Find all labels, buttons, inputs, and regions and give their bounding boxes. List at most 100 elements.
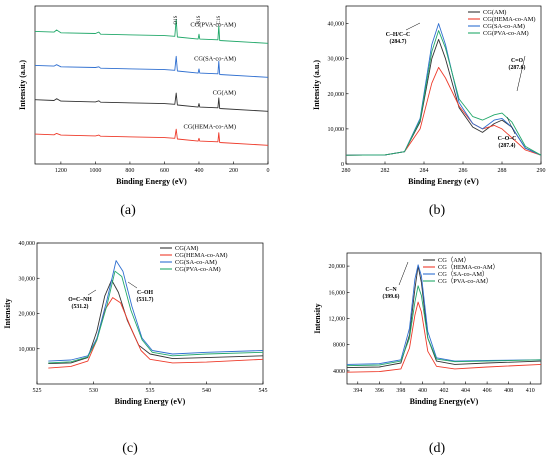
legend-entry: CG（HEMA-co-AM）	[438, 263, 499, 271]
x-tick-label: 398	[396, 388, 405, 394]
peak-annotation: C–OH	[137, 290, 154, 296]
series-label: CG(SA-co-AM)	[194, 56, 236, 63]
panel-caption: (d)	[429, 441, 446, 456]
y-axis-label: Intensity	[313, 303, 322, 333]
series-label: CG(PVA-co-AM)	[190, 22, 236, 29]
series-line-CG(PVA-co-AM)	[346, 285, 542, 367]
legend-entry: CG(HEMA-co-AM)	[483, 16, 536, 23]
x-axis-label: Binding Energy (eV)	[115, 397, 186, 406]
x-tick-label: 400	[418, 388, 427, 394]
annotation-arrow	[405, 22, 421, 31]
series-line-CG(SA-co-AM)	[346, 264, 542, 365]
legend-entry: CG(HEMA-co-AM)	[175, 252, 228, 259]
y-tick-label: 10,000	[19, 347, 36, 353]
x-tick-label: 394	[353, 388, 362, 394]
x-tick-label: 800	[125, 168, 134, 174]
y-tick-label: 4000	[333, 369, 345, 375]
panel-b: 280 282 284 286 288 290 0 10,000 20,000 30,000 40,…	[312, 5, 546, 218]
y-axis-label: Intensity (a.u.)	[18, 60, 27, 110]
x-tick-label: 200	[229, 168, 238, 174]
series-line-CG(PVA-co-AM)	[345, 30, 542, 156]
series-line-CG(PVA-co-AM)	[48, 270, 264, 364]
series-line-CG(AM)	[346, 265, 542, 369]
y-tick-label: 0	[341, 162, 344, 168]
legend-entry: CG(AM)	[483, 9, 506, 16]
x-tick-label: 525	[33, 388, 42, 394]
peak-annotation: (399.6)	[383, 293, 400, 300]
y-tick-label: 30,000	[328, 57, 345, 63]
legend-entry: CG（AM）	[438, 256, 470, 264]
x-tick-label: 530	[89, 388, 98, 394]
series-line-CG(PVA-co-AM)	[34, 19, 269, 44]
legend-entry: CG（SA-co-AM）	[438, 270, 488, 278]
x-tick-label: 404	[461, 388, 470, 394]
y-tick-label: 16,000	[329, 290, 346, 296]
series-line-CG(AM)	[48, 279, 264, 365]
peak-label: C1S	[217, 15, 222, 24]
peak-annotation: (287.6)	[509, 64, 526, 71]
series-line-CG(SA-co-AM)	[34, 55, 269, 78]
panel-d: 394 396 398 400 402 404 406 408 410 4000 8000 12,00…	[313, 252, 542, 456]
peak-annotation: O=C–NH	[68, 297, 92, 303]
series-line-CG(HEMA-co-AM)	[34, 128, 269, 146]
legend-entry: CG(PVA-co-AM)	[175, 266, 221, 273]
x-tick-label: 1000	[89, 168, 101, 174]
x-tick-label: 410	[526, 388, 535, 394]
y-tick-label: 20,000	[19, 312, 36, 318]
y-tick-label: 20,000	[328, 92, 345, 98]
legend-entry: CG(AM)	[175, 245, 198, 252]
x-tick-label: 396	[375, 388, 384, 394]
plot-frame	[345, 5, 542, 165]
peak-annotation: C–N	[385, 287, 397, 293]
x-tick-label: 540	[202, 388, 211, 394]
series-line-CG(SA-co-AM)	[48, 260, 264, 362]
y-axis-label: Intensity (a.u.)	[312, 60, 321, 110]
legend-entry: CG(SA-co-AM)	[483, 23, 525, 30]
x-tick-label: 286	[459, 168, 468, 174]
peak-label: O1S	[174, 15, 179, 24]
x-tick-label: 545	[259, 388, 268, 394]
y-tick-label: 12,000	[329, 317, 346, 323]
peak-annotation: (287.4)	[499, 142, 516, 149]
annotation-arrow	[506, 116, 516, 135]
x-tick-label: 284	[420, 168, 429, 174]
y-tick-label: 8000	[333, 343, 345, 349]
legend-entry: CG(SA-co-AM)	[175, 259, 217, 266]
x-tick-label: 280	[342, 168, 351, 174]
peak-annotation: C–O–C	[498, 136, 517, 142]
peak-annotation: (531.7)	[137, 296, 154, 303]
x-tick-label: 0	[267, 168, 270, 174]
panel-caption: (b)	[429, 203, 446, 218]
x-axis-label: Binding Energy (eV)	[408, 177, 479, 186]
peak-label: N1S	[197, 15, 202, 24]
x-tick-label: 535	[146, 388, 155, 394]
series-line-CG(HEMA-co-AM)	[48, 297, 264, 369]
series-label: CG(AM)	[213, 90, 236, 97]
x-tick-label: 290	[537, 168, 546, 174]
x-tick-label: 400	[194, 168, 203, 174]
panel-caption: (c)	[122, 441, 138, 456]
y-tick-label: 10,000	[328, 127, 345, 133]
x-tick-label: 408	[504, 388, 513, 394]
x-axis-label: Binding Energy (eV)	[116, 177, 187, 186]
x-tick-label: 282	[381, 168, 390, 174]
legend-entry: CG(PVA-co-AM)	[483, 30, 529, 37]
plot-frame	[34, 5, 269, 165]
panel-c: 525 530 535 540 545 10,000 20,000 30,000 40,000 B…	[3, 241, 268, 456]
y-axis-label: Intensity	[3, 298, 12, 328]
x-tick-label: 406	[483, 388, 492, 394]
series-line-CG(HEMA-co-AM)	[345, 66, 542, 156]
annotation-arrow	[87, 289, 97, 296]
x-tick-label: 288	[498, 168, 507, 174]
annotation-arrow	[398, 261, 409, 286]
x-axis-label: Binding Energy(eV)	[410, 397, 479, 406]
panel-a: 0 200 400 600 800 1000 1200 Binding Energy (eV)…	[18, 5, 270, 218]
series-line-CG(HEMA-co-AM)	[346, 301, 542, 373]
peak-annotation: (284.7)	[390, 38, 407, 45]
x-tick-label: 600	[160, 168, 169, 174]
series-label: CG(HEMA-co-AM)	[183, 124, 236, 131]
series-line-CG(AM)	[34, 92, 269, 112]
y-tick-label: 20,000	[329, 264, 346, 270]
panel-caption: (a)	[120, 203, 136, 218]
